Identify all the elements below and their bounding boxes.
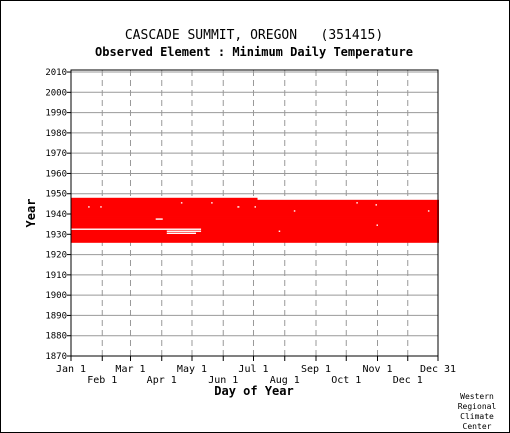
- missing-data-gap: [166, 230, 202, 232]
- credit-line: Center: [463, 422, 492, 431]
- x-tick-label: Sep 1: [301, 364, 331, 375]
- y-tick-label: 1970: [45, 149, 67, 159]
- x-tick-label: May 1: [177, 364, 207, 375]
- plot-frame: [70, 69, 439, 357]
- missing-data-gap: [237, 206, 240, 208]
- coverage-bar: [71, 226, 439, 229]
- x-tick-label: Jul 1: [238, 364, 268, 375]
- y-tick-label: 1900: [45, 291, 67, 301]
- coverage-bar: [71, 240, 439, 243]
- coverage-bar: [71, 234, 439, 237]
- y-tick-label: 1930: [45, 230, 67, 240]
- x-tick-label: Feb 1: [87, 375, 117, 386]
- axis-labels: 1870 1880 1890 1900 1910 1920 1930 1940 1950 1960…: [45, 68, 456, 386]
- missing-data-gap: [375, 204, 377, 206]
- chart-subtitle: Observed Element : Minimum Daily Tempera…: [95, 45, 413, 59]
- coverage-bar: [71, 238, 439, 241]
- coverage-bar: [71, 222, 439, 225]
- missing-data-gap: [155, 218, 163, 220]
- x-tick-label: Jan 1: [56, 364, 86, 375]
- coverage-bar: [71, 211, 439, 215]
- coverage-bar: [71, 201, 439, 205]
- coverage-bar: [71, 214, 439, 217]
- coverage-bar: [71, 209, 439, 213]
- credit-line: Western: [460, 392, 494, 401]
- missing-data-gap: [166, 232, 197, 234]
- y-tick-label: 1990: [45, 109, 67, 119]
- missing-data-gap: [427, 210, 430, 212]
- x-tick-label: Jun 1: [208, 375, 238, 386]
- coverage-bar: [71, 232, 439, 235]
- coverage-bar: [71, 197, 258, 201]
- y-tick-label: 1980: [45, 129, 67, 139]
- x-tick-label: Nov 1: [362, 364, 392, 375]
- x-tick-label: Dec 31: [420, 364, 456, 375]
- x-tick-label: Aug 1: [270, 375, 300, 386]
- plot-data: [71, 197, 439, 243]
- y-tick-label: 1910: [45, 271, 67, 281]
- missing-data-gap: [180, 202, 183, 204]
- x-axis-label: Day of Year: [214, 384, 293, 398]
- y-tick-label: 1880: [45, 332, 67, 342]
- y-tick-label: 1950: [45, 190, 67, 200]
- missing-data-gap: [211, 202, 213, 204]
- missing-data-gap: [100, 206, 102, 208]
- missing-data-gap: [254, 206, 256, 208]
- coverage-bar: [71, 230, 439, 233]
- missing-data-gap: [356, 202, 358, 204]
- coverage-bar: [71, 207, 439, 211]
- coverage-bar: [71, 203, 439, 207]
- missing-data-gap: [71, 228, 202, 230]
- x-tick-label: Dec 1: [393, 375, 423, 386]
- missing-data-gap: [278, 230, 281, 232]
- credit-line: Climate: [460, 412, 494, 421]
- coverage-bar: [71, 228, 439, 231]
- x-tick-label: Oct 1: [331, 375, 361, 386]
- chart-title: CASCADE SUMMIT, OREGON (351415): [125, 28, 383, 43]
- x-tick-label: Apr 1: [147, 375, 177, 386]
- coverage-bar: [71, 216, 439, 219]
- coverage-bar: [71, 224, 439, 227]
- coverage-bar: [71, 218, 439, 221]
- y-tick-label: 2000: [45, 88, 67, 98]
- coverage-bar: [71, 220, 439, 223]
- missing-data-gap: [88, 206, 90, 208]
- credit-line: Regional: [458, 402, 497, 411]
- y-tick-label: 1890: [45, 311, 67, 321]
- y-tick-label: 1960: [45, 169, 67, 179]
- coverage-bar: [71, 199, 439, 203]
- missing-data-gap: [376, 224, 378, 226]
- coverage-bar: [71, 236, 439, 239]
- y-axis-label: Year: [24, 199, 38, 228]
- y-tick-label: 1920: [45, 251, 67, 261]
- x-tick-label: Mar 1: [115, 364, 145, 375]
- y-tick-label: 1940: [45, 210, 67, 220]
- y-tick-label: 2010: [45, 68, 67, 78]
- y-tick-label: 1870: [45, 352, 67, 362]
- missing-data-gap: [293, 210, 296, 212]
- axis-ticks: [67, 71, 439, 361]
